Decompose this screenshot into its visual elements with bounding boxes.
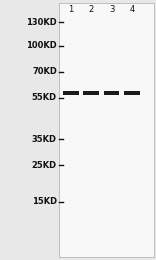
Text: 2: 2: [89, 5, 94, 14]
Bar: [63, 91, 79, 95]
Text: 35KD: 35KD: [32, 135, 57, 144]
Bar: [59, 3, 154, 257]
Text: 3: 3: [109, 5, 114, 14]
Bar: [104, 91, 119, 95]
Bar: [124, 91, 140, 95]
Bar: [83, 91, 99, 95]
Text: 1: 1: [68, 5, 74, 14]
Text: 130KD: 130KD: [26, 18, 57, 27]
Text: 4: 4: [129, 5, 134, 14]
Text: 100KD: 100KD: [26, 41, 57, 50]
Text: 70KD: 70KD: [32, 67, 57, 76]
Text: 15KD: 15KD: [32, 197, 57, 206]
Text: 55KD: 55KD: [32, 93, 57, 102]
Text: 25KD: 25KD: [32, 161, 57, 170]
